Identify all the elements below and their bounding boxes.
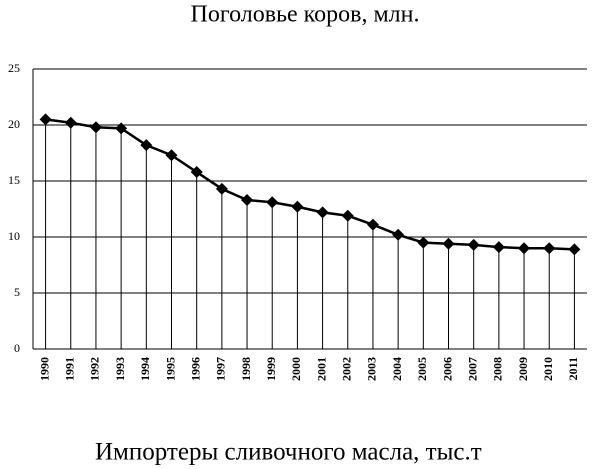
marker — [241, 194, 254, 207]
marker — [467, 238, 480, 251]
x-tick-label: 2004 — [390, 357, 404, 381]
x-tick-label: 2002 — [340, 357, 354, 381]
marker — [366, 218, 379, 231]
x-tick-label: 2005 — [415, 357, 429, 381]
marker — [266, 196, 279, 209]
x-tick-label: 2003 — [365, 357, 379, 381]
x-tick-label: 2001 — [314, 357, 328, 381]
chart-subtitle: Импортеры сливочного масла, тыс.т — [95, 439, 482, 466]
marker — [89, 121, 102, 134]
marker — [140, 139, 153, 152]
y-tick-label: 25 — [8, 61, 20, 75]
y-tick-label: 10 — [8, 229, 20, 243]
x-tick-label: 2011 — [566, 357, 580, 380]
x-tick-label: 2006 — [440, 357, 454, 381]
marker — [64, 116, 77, 129]
x-tick-label: 2009 — [516, 357, 530, 381]
marker — [341, 209, 354, 222]
x-tick-label: 1993 — [113, 357, 127, 381]
marker — [291, 200, 304, 213]
marker — [417, 236, 430, 249]
y-tick-label: 5 — [14, 285, 20, 299]
marker — [442, 237, 455, 250]
x-tick-label: 2010 — [541, 357, 555, 381]
x-tick-label: 1994 — [138, 357, 152, 381]
y-tick-label: 20 — [8, 117, 20, 131]
marker — [316, 206, 329, 219]
x-tick-label: 1998 — [239, 357, 253, 381]
marker — [392, 228, 405, 241]
x-tick-label: 1999 — [264, 357, 278, 381]
x-tick-label: 2008 — [491, 357, 505, 381]
marker — [165, 149, 178, 162]
y-tick-label: 15 — [8, 173, 20, 187]
x-tick-label: 1992 — [88, 357, 102, 381]
chart-title: Поголовье коров, млн. — [191, 2, 420, 28]
x-tick-label: 1996 — [188, 357, 202, 381]
marker — [568, 243, 581, 256]
marker — [518, 242, 531, 255]
line — [45, 118, 575, 251]
marker — [215, 182, 228, 195]
x-tick-label: 1991 — [63, 357, 77, 381]
x-tick-label: 1995 — [163, 357, 177, 381]
marker — [115, 122, 128, 135]
x-tick-label: 1990 — [37, 357, 51, 381]
x-tick-label: 2000 — [289, 357, 303, 381]
y-tick-label: 0 — [14, 341, 20, 355]
marker — [492, 241, 505, 254]
x-tick-label: 1997 — [214, 357, 228, 381]
marker — [39, 113, 52, 126]
x-tick-label: 2007 — [465, 357, 479, 381]
marker — [190, 166, 203, 179]
marker — [543, 242, 556, 255]
